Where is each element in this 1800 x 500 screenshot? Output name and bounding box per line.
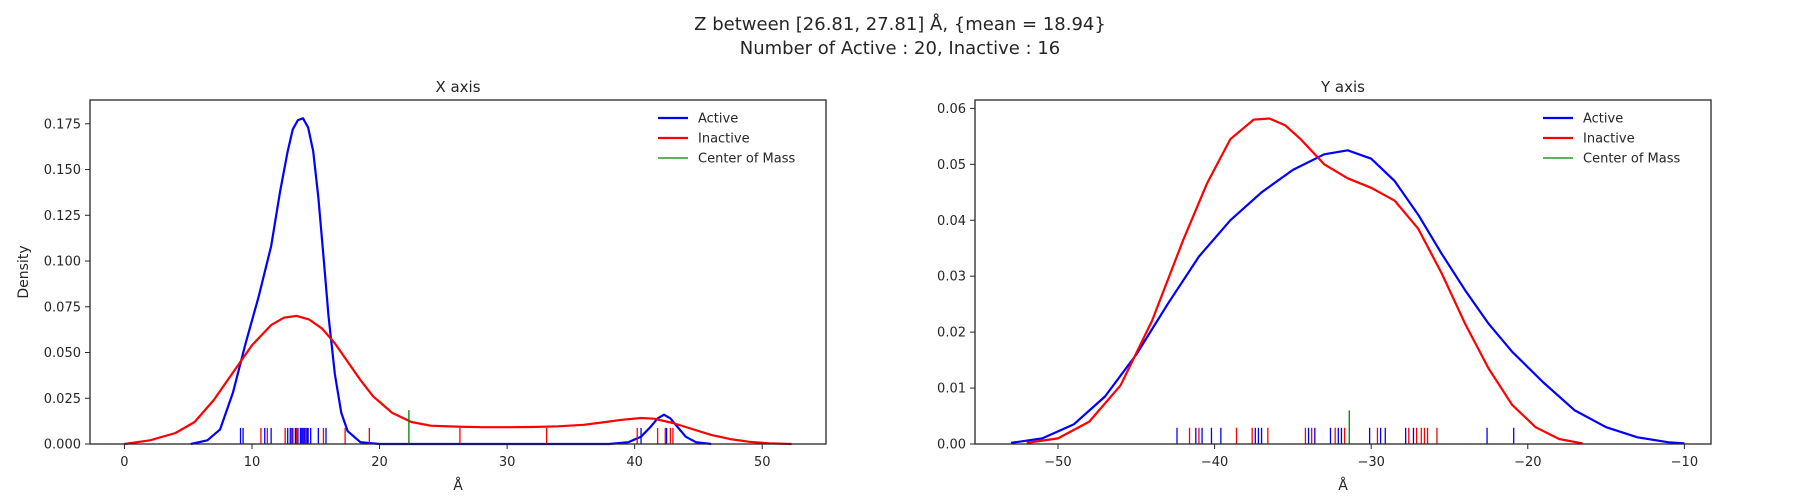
x-axis-y-tick-label: 0.100 [44, 255, 81, 270]
x-axis-legend: Active Inactive Center of Mass [658, 112, 796, 167]
x-axis-legend-inactive-label: Inactive [698, 132, 750, 147]
y-axis-y-tick-label: 0.02 [937, 326, 966, 341]
x-axis-y-tick-label: 0.075 [44, 300, 81, 315]
x-axis-active-density-line [190, 117, 712, 446]
x-axis-plot-area: 0 10 20 30 40 50 0.000 0.025 0.050 0.075 0.100 0.12… [44, 99, 827, 470]
x-axis-y-tick-label: 0.150 [44, 163, 81, 178]
y-axis-legend-inactive-label: Inactive [1583, 132, 1635, 147]
y-axis-y-tick-label: 0.00 [937, 438, 966, 453]
x-axis-y-tick-label: 0.050 [44, 346, 81, 361]
figure-title-line2: Number of Active : 20, Inactive : 16 [739, 38, 1061, 59]
y-axis-y-tick-label: 0.06 [937, 102, 966, 117]
x-axis-x-tick-label: 40 [626, 455, 643, 470]
x-axis-x-tick-label: 0 [120, 455, 128, 470]
y-axis-plot-area: −50 −40 −30 −20 −10 0.00 0.01 0.02 0.03 0.04 0.05 0… [937, 99, 1712, 470]
y-axis-panel-title: Y axis [1320, 78, 1365, 96]
y-axis-legend: Active Inactive Center of Mass [1543, 112, 1681, 167]
y-axis-legend-active-label: Active [1583, 112, 1623, 127]
x-axis-x-tick-label: 30 [499, 455, 516, 470]
y-axis-active-density-line [1010, 149, 1685, 445]
y-axis-x-tick-label: −40 [1201, 455, 1228, 470]
x-axis-panel-ylabel: Density [16, 245, 32, 298]
x-axis-panel-xlabel: Å [453, 477, 463, 494]
x-axis-y-tick-label: 0.000 [44, 438, 81, 453]
y-axis-legend-center-of-mass-label: Center of Mass [1583, 152, 1681, 167]
y-axis-panel-xlabel: Å [1338, 477, 1348, 494]
y-axis-y-tick-label: 0.01 [937, 382, 966, 397]
x-axis-panel-title: X axis [435, 78, 480, 96]
y-axis-frame [974, 99, 1712, 445]
y-axis-x-tick-label: −50 [1044, 455, 1071, 470]
x-axis-y-tick-label: 0.125 [44, 209, 81, 224]
y-axis-panel: Y axis Å −50 −40 −30 −20 −10 0.00 0.01 0.02 0.03… [937, 78, 1712, 494]
x-axis-y-tick-label: 0.025 [44, 392, 81, 407]
y-axis-y-tick-label: 0.03 [937, 270, 966, 285]
y-axis-x-tick-label: −30 [1357, 455, 1384, 470]
x-axis-legend-active-label: Active [698, 112, 738, 127]
y-axis-inactive-density-line [1026, 117, 1583, 445]
y-axis-x-tick-label: −20 [1514, 455, 1541, 470]
figure-title-line1: Z between [26.81, 27.81] Å, {mean = 18.9… [694, 14, 1106, 35]
y-axis-y-tick-label: 0.04 [937, 214, 966, 229]
x-axis-frame [89, 99, 827, 445]
x-axis-x-tick-label: 10 [244, 455, 261, 470]
x-axis-legend-center-of-mass-label: Center of Mass [698, 152, 796, 167]
x-axis-panel: X axis Å Density 0 10 20 30 40 50 0.000 0.025 0.… [16, 78, 827, 494]
y-axis-x-tick-label: −10 [1671, 455, 1698, 470]
x-axis-x-tick-label: 20 [371, 455, 388, 470]
y-axis-y-tick-label: 0.05 [937, 158, 966, 173]
x-axis-inactive-density-line [124, 314, 792, 446]
x-axis-x-tick-label: 50 [754, 455, 771, 470]
x-axis-y-tick-label: 0.175 [44, 117, 81, 132]
